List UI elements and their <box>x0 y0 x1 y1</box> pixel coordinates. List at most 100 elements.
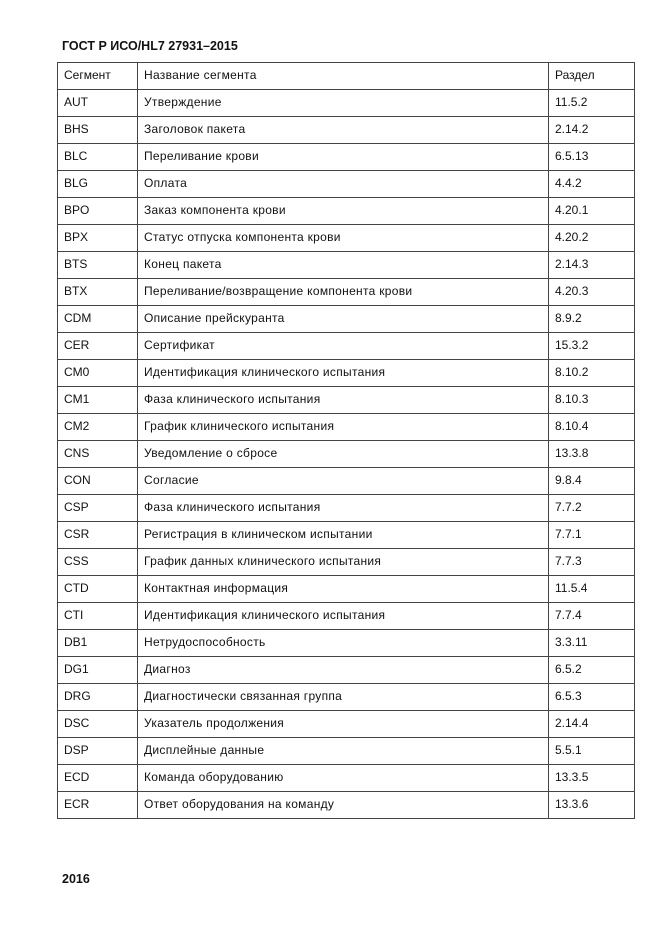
table-row: BPO Заказ компонента крови 4.20.1 <box>57 197 635 225</box>
table-cell: 7.7.4 <box>548 602 635 630</box>
table-cell: 2.14.2 <box>548 116 635 144</box>
table-row: CSR Регистрация в клиническом испытании 7.… <box>57 521 635 549</box>
table-cell: 13.3.8 <box>548 440 635 468</box>
table-row: CON Согласие 9.8.4 <box>57 467 635 495</box>
table-row: BTS Конец пакета 2.14.3 <box>57 251 635 279</box>
table-row: CSP Фаза клинического испытания 7.7.2 <box>57 494 635 522</box>
table-cell: Переливание крови <box>137 143 549 171</box>
table-cell: Уведомление о сбросе <box>137 440 549 468</box>
table-cell: 5.5.1 <box>548 737 635 765</box>
table-cell: Конец пакета <box>137 251 549 279</box>
table-cell: Статус отпуска компонента крови <box>137 224 549 252</box>
table-cell: ECD <box>57 764 138 792</box>
table-cell: График данных клинического испытания <box>137 548 549 576</box>
table-row: BHS Заголовок пакета 2.14.2 <box>57 116 635 144</box>
table-cell: 13.3.5 <box>548 764 635 792</box>
table-row: BLG Оплата 4.4.2 <box>57 170 635 198</box>
table-cell: 4.4.2 <box>548 170 635 198</box>
table-cell: 2.14.3 <box>548 251 635 279</box>
table-cell: 3.3.11 <box>548 629 635 657</box>
table-row: DB1 Нетрудоспособность 3.3.11 <box>57 629 635 657</box>
table-cell: Фаза клинического испытания <box>137 386 549 414</box>
table-cell: Утверждение <box>137 89 549 117</box>
table-cell: CER <box>57 332 138 360</box>
table-row: CTD Контактная информация 11.5.4 <box>57 575 635 603</box>
table-cell: DG1 <box>57 656 138 684</box>
table-cell: Контактная информация <box>137 575 549 603</box>
table-cell: BTS <box>57 251 138 279</box>
table-cell: Идентификация клинического испытания <box>137 359 549 387</box>
table-cell: DSP <box>57 737 138 765</box>
table-cell: Диагноз <box>137 656 549 684</box>
table-row: BTX Переливание/возвращение компонента кр… <box>57 278 635 306</box>
table-cell: Указатель продолжения <box>137 710 549 738</box>
table-cell: CSR <box>57 521 138 549</box>
table-cell: 7.7.2 <box>548 494 635 522</box>
table-cell: CTD <box>57 575 138 603</box>
segment-table: Сегмент Название сегмента Раздел AUT Утвержд… <box>57 62 635 819</box>
table-cell: Нетрудоспособность <box>137 629 549 657</box>
table-cell: Раздел <box>548 62 635 90</box>
table-cell: CSS <box>57 548 138 576</box>
header-row: Сегмент Название сегмента Раздел <box>57 62 635 90</box>
table-row: CM0 Идентификация клинического испытания 8… <box>57 359 635 387</box>
table-cell: DRG <box>57 683 138 711</box>
table-cell: ECR <box>57 791 138 819</box>
table-cell: Согласие <box>137 467 549 495</box>
table-cell: 2.14.4 <box>548 710 635 738</box>
table-cell: 7.7.1 <box>548 521 635 549</box>
table-cell: BPX <box>57 224 138 252</box>
table-cell: DSC <box>57 710 138 738</box>
table-cell: BHS <box>57 116 138 144</box>
table-cell: CM1 <box>57 386 138 414</box>
table-cell: Сегмент <box>57 62 138 90</box>
table-cell: Регистрация в клиническом испытании <box>137 521 549 549</box>
table-cell: CON <box>57 467 138 495</box>
table-cell: 11.5.4 <box>548 575 635 603</box>
table-cell: CM0 <box>57 359 138 387</box>
table-row: CSS График данных клинического испытания 7… <box>57 548 635 576</box>
table-cell: CNS <box>57 440 138 468</box>
table-row: DSC Указатель продолжения 2.14.4 <box>57 710 635 738</box>
table-cell: Сертификат <box>137 332 549 360</box>
table-cell: 11.5.2 <box>548 89 635 117</box>
table-cell: Название сегмента <box>137 62 549 90</box>
table-row: ECD Команда оборудованию 13.3.5 <box>57 764 635 792</box>
table-cell: Идентификация клинического испытания <box>137 602 549 630</box>
table-cell: Заголовок пакета <box>137 116 549 144</box>
page-number: 2016 <box>62 872 90 886</box>
table-cell: BLG <box>57 170 138 198</box>
header-title: ГОСТ Р ИСО/HL7 27931–2015 <box>62 39 238 53</box>
table-cell: Дисплейные данные <box>137 737 549 765</box>
table-row: CNS Уведомление о сбросе 13.3.8 <box>57 440 635 468</box>
table-row: AUT Утверждение 11.5.2 <box>57 89 635 117</box>
table-row: ECR Ответ оборудования на команду 13.3.6 <box>57 791 635 819</box>
table-cell: 6.5.2 <box>548 656 635 684</box>
table-cell: CDM <box>57 305 138 333</box>
table-cell: BPO <box>57 197 138 225</box>
table-row: DRG Диагностически связанная группа 6.5.3 <box>57 683 635 711</box>
table-cell: 4.20.2 <box>548 224 635 252</box>
table-cell: 6.5.3 <box>548 683 635 711</box>
table-cell: Команда оборудованию <box>137 764 549 792</box>
table-row: DG1 Диагноз 6.5.2 <box>57 656 635 684</box>
table-cell: 13.3.6 <box>548 791 635 819</box>
table-cell: CSP <box>57 494 138 522</box>
table-cell: 4.20.3 <box>548 278 635 306</box>
table-cell: 9.8.4 <box>548 467 635 495</box>
table-row: CM2 График клинического испытания 8.10.4 <box>57 413 635 441</box>
table-cell: График клинического испытания <box>137 413 549 441</box>
table-row: CTI Идентификация клинического испытания 7… <box>57 602 635 630</box>
table-row: BPX Статус отпуска компонента крови 4.20.2 <box>57 224 635 252</box>
table-cell: AUT <box>57 89 138 117</box>
table-cell: Заказ компонента крови <box>137 197 549 225</box>
table-cell: BLC <box>57 143 138 171</box>
table-row: CDM Описание прейскуранта 8.9.2 <box>57 305 635 333</box>
table-cell: CTI <box>57 602 138 630</box>
table-cell: Ответ оборудования на команду <box>137 791 549 819</box>
table-cell: Оплата <box>137 170 549 198</box>
table-cell: Фаза клинического испытания <box>137 494 549 522</box>
table-cell: 15.3.2 <box>548 332 635 360</box>
table-row: CM1 Фаза клинического испытания 8.10.3 <box>57 386 635 414</box>
table-row: DSP Дисплейные данные 5.5.1 <box>57 737 635 765</box>
